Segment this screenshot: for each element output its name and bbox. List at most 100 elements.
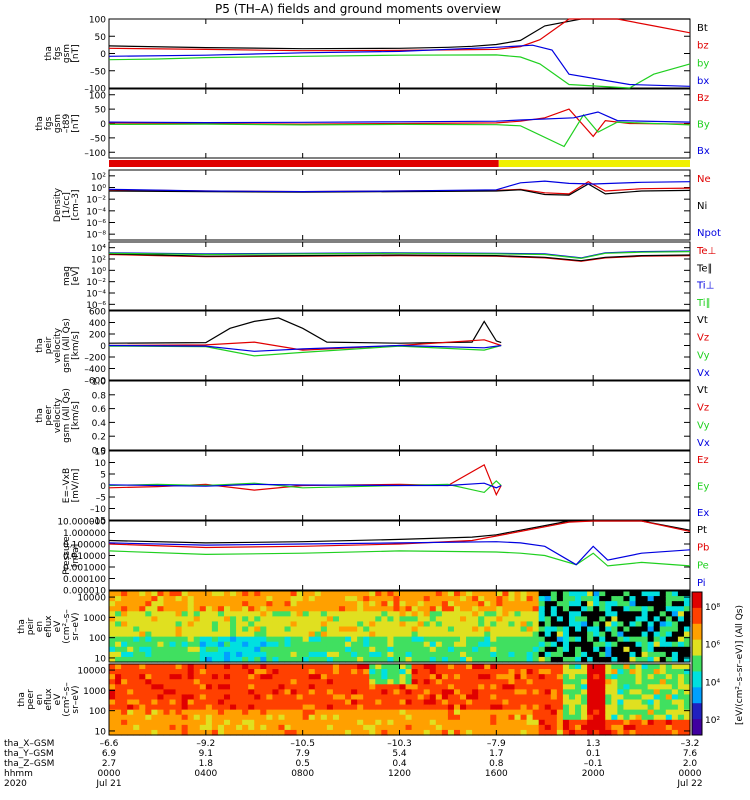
spectrogram-cell bbox=[435, 606, 443, 612]
spectrogram-cell bbox=[671, 591, 679, 597]
spectrogram-cell bbox=[611, 684, 618, 690]
spectrogram-cell bbox=[278, 646, 286, 653]
spectrogram-cell bbox=[490, 616, 497, 623]
spectrogram-cell bbox=[460, 669, 467, 675]
spectrogram-cell bbox=[526, 606, 534, 612]
spectrogram-cell bbox=[254, 714, 261, 721]
spectrogram-cell bbox=[550, 724, 558, 731]
spectrogram-cell bbox=[230, 606, 237, 612]
spectrogram-cell bbox=[635, 694, 643, 701]
y-tick-label: 10⁻² bbox=[86, 196, 106, 206]
spectrogram-cell bbox=[568, 626, 576, 633]
spectrogram-cell bbox=[647, 724, 655, 731]
spectrogram-cell bbox=[508, 636, 516, 643]
spectrogram-cell bbox=[211, 664, 219, 670]
spectrogram-cell bbox=[447, 729, 455, 736]
spectrogram-cell bbox=[351, 651, 358, 658]
spectrogram-cell bbox=[332, 674, 340, 680]
spectrogram-cell bbox=[302, 709, 310, 716]
spectrogram-cell bbox=[496, 606, 503, 612]
spectrogram-cell bbox=[496, 714, 503, 721]
spectrogram-cell bbox=[677, 669, 685, 675]
spectrogram-cell bbox=[260, 626, 267, 633]
spectrogram-cell bbox=[653, 684, 661, 690]
spectrogram-cell bbox=[544, 729, 552, 736]
spectrogram-cell bbox=[641, 669, 649, 675]
spectrogram-cell bbox=[157, 591, 165, 597]
spectrogram-cell bbox=[478, 679, 485, 685]
spectrogram-cell bbox=[181, 631, 189, 638]
spectrogram-cell bbox=[363, 591, 370, 597]
spectrogram-cell bbox=[581, 714, 588, 721]
spectrogram-cell bbox=[320, 669, 328, 675]
spectrogram-cell bbox=[223, 694, 231, 701]
spectrogram-cell bbox=[526, 689, 534, 696]
spectrogram-cell bbox=[538, 724, 546, 731]
spectrogram-cell bbox=[308, 596, 316, 602]
spectrogram-cell bbox=[659, 704, 667, 711]
spectrogram-cell bbox=[314, 719, 322, 726]
spectrogram-cell bbox=[405, 714, 413, 721]
spectrogram-cell bbox=[357, 646, 364, 653]
spectrogram-cell bbox=[496, 636, 503, 643]
spectrogram-cell bbox=[217, 646, 225, 653]
spectrogram-cell bbox=[393, 631, 401, 638]
spectrogram-cell bbox=[538, 591, 546, 597]
colorbar-tick: 10² bbox=[705, 716, 720, 726]
spectrogram-cell bbox=[369, 704, 376, 711]
spectrogram-cell bbox=[544, 626, 552, 633]
spectrogram-cell bbox=[248, 694, 255, 701]
spectrogram-cell bbox=[593, 674, 600, 680]
axis-tick-x-gsm: –6.6 bbox=[100, 739, 119, 749]
axis-tick-y-gsm: 7.6 bbox=[683, 749, 698, 759]
spectrogram-cell bbox=[157, 626, 165, 633]
spectrogram-cell bbox=[278, 621, 286, 628]
spectrogram-cell bbox=[278, 719, 286, 726]
y-axis-label: en bbox=[35, 621, 45, 632]
spectrogram-cell bbox=[351, 679, 358, 685]
spectrogram-cell bbox=[217, 591, 225, 597]
spectrogram-cell bbox=[466, 669, 473, 675]
spectrogram-cell bbox=[623, 636, 631, 643]
spectrogram-cell bbox=[556, 611, 564, 617]
spectrogram-cell bbox=[635, 679, 643, 685]
spectrogram-cell bbox=[435, 626, 443, 633]
spectrogram-cell bbox=[175, 719, 183, 726]
spectrogram-2 bbox=[109, 664, 691, 736]
spectrogram-cell bbox=[242, 646, 249, 653]
spectrogram-cell bbox=[496, 626, 503, 633]
spectrogram-cell bbox=[217, 704, 225, 711]
spectrogram-cell bbox=[653, 679, 661, 685]
spectrogram-cell bbox=[272, 729, 280, 736]
spectrogram-cell bbox=[381, 704, 388, 711]
spectrogram-cell bbox=[175, 656, 183, 663]
spectrogram-cell bbox=[338, 709, 346, 716]
spectrogram-cell bbox=[199, 646, 207, 653]
spectrogram-cell bbox=[496, 616, 503, 623]
spectrogram-cell bbox=[109, 656, 116, 663]
legend-bz: bz bbox=[697, 41, 709, 52]
spectrogram-cell bbox=[671, 636, 679, 643]
spectrogram-cell bbox=[593, 631, 600, 638]
spectrogram-cell bbox=[314, 606, 322, 612]
spectrogram-cell bbox=[151, 596, 159, 602]
axis-tick-y-gsm: 7.9 bbox=[296, 749, 311, 759]
spectrogram-cell bbox=[538, 616, 546, 623]
spectrogram-cell bbox=[544, 699, 552, 706]
spectrogram-cell bbox=[683, 724, 691, 731]
spectrogram-cell bbox=[387, 651, 395, 658]
spectrogram-cell bbox=[423, 621, 431, 628]
spectrogram-cell bbox=[121, 709, 128, 716]
spectrogram-cell bbox=[223, 631, 231, 638]
spectrogram-cell bbox=[163, 714, 171, 721]
spectrogram-cell bbox=[641, 601, 649, 607]
spectrogram-cell bbox=[466, 674, 473, 680]
spectrogram-cell bbox=[405, 674, 413, 680]
spectrogram-cell bbox=[302, 616, 310, 623]
spectrogram-cell bbox=[357, 704, 364, 711]
spectrogram-cell bbox=[381, 719, 388, 726]
spectrogram-cell bbox=[145, 621, 152, 628]
spectrogram-cell bbox=[447, 631, 455, 638]
spectrogram-cell bbox=[611, 699, 618, 706]
spectrogram-cell bbox=[544, 669, 552, 675]
